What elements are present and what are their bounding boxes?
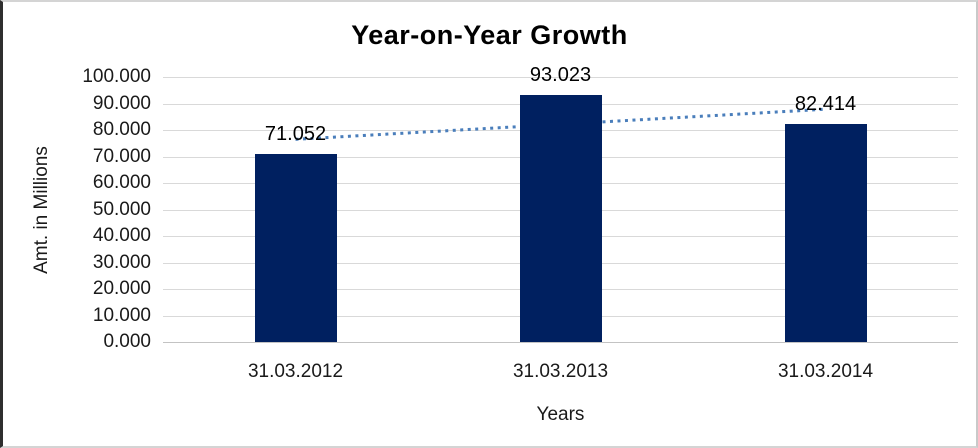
x-tick-label: 31.03.2012 xyxy=(247,361,344,382)
bar-data-label: 93.023 xyxy=(529,64,592,87)
y-tick-label: 100.000 xyxy=(82,66,151,87)
y-tick-label: 10.000 xyxy=(92,304,151,326)
x-tick-label: 31.03.2014 xyxy=(777,361,874,382)
plot-area: 0.000 10.000 20.000 30.000 40.000 50.000 60.00… xyxy=(3,2,976,446)
x-axis-line xyxy=(163,342,958,343)
y-tick-label: 50.000 xyxy=(92,198,151,220)
bar xyxy=(519,95,602,342)
y-tick-label: 90.000 xyxy=(92,92,151,114)
y-tick-label: 30.000 xyxy=(92,251,151,273)
bar xyxy=(784,123,867,342)
bar xyxy=(254,153,337,342)
y-tick-label: 80.000 xyxy=(92,119,151,140)
y-tick-label: 0.000 xyxy=(103,331,151,352)
x-axis-title: Years xyxy=(536,404,585,425)
gridline xyxy=(163,77,958,78)
bar-data-label: 71.052 xyxy=(264,122,327,145)
y-tick-label: 20.000 xyxy=(92,278,151,299)
chart-title: Year-on-Year Growth xyxy=(351,20,628,50)
bar-data-label: 82.414 xyxy=(794,92,857,115)
y-tick-label: 60.000 xyxy=(92,172,151,193)
y-tick-label: 70.000 xyxy=(92,145,151,167)
y-tick-label: 40.000 xyxy=(92,225,151,246)
x-tick-label: 31.03.2013 xyxy=(512,361,609,382)
